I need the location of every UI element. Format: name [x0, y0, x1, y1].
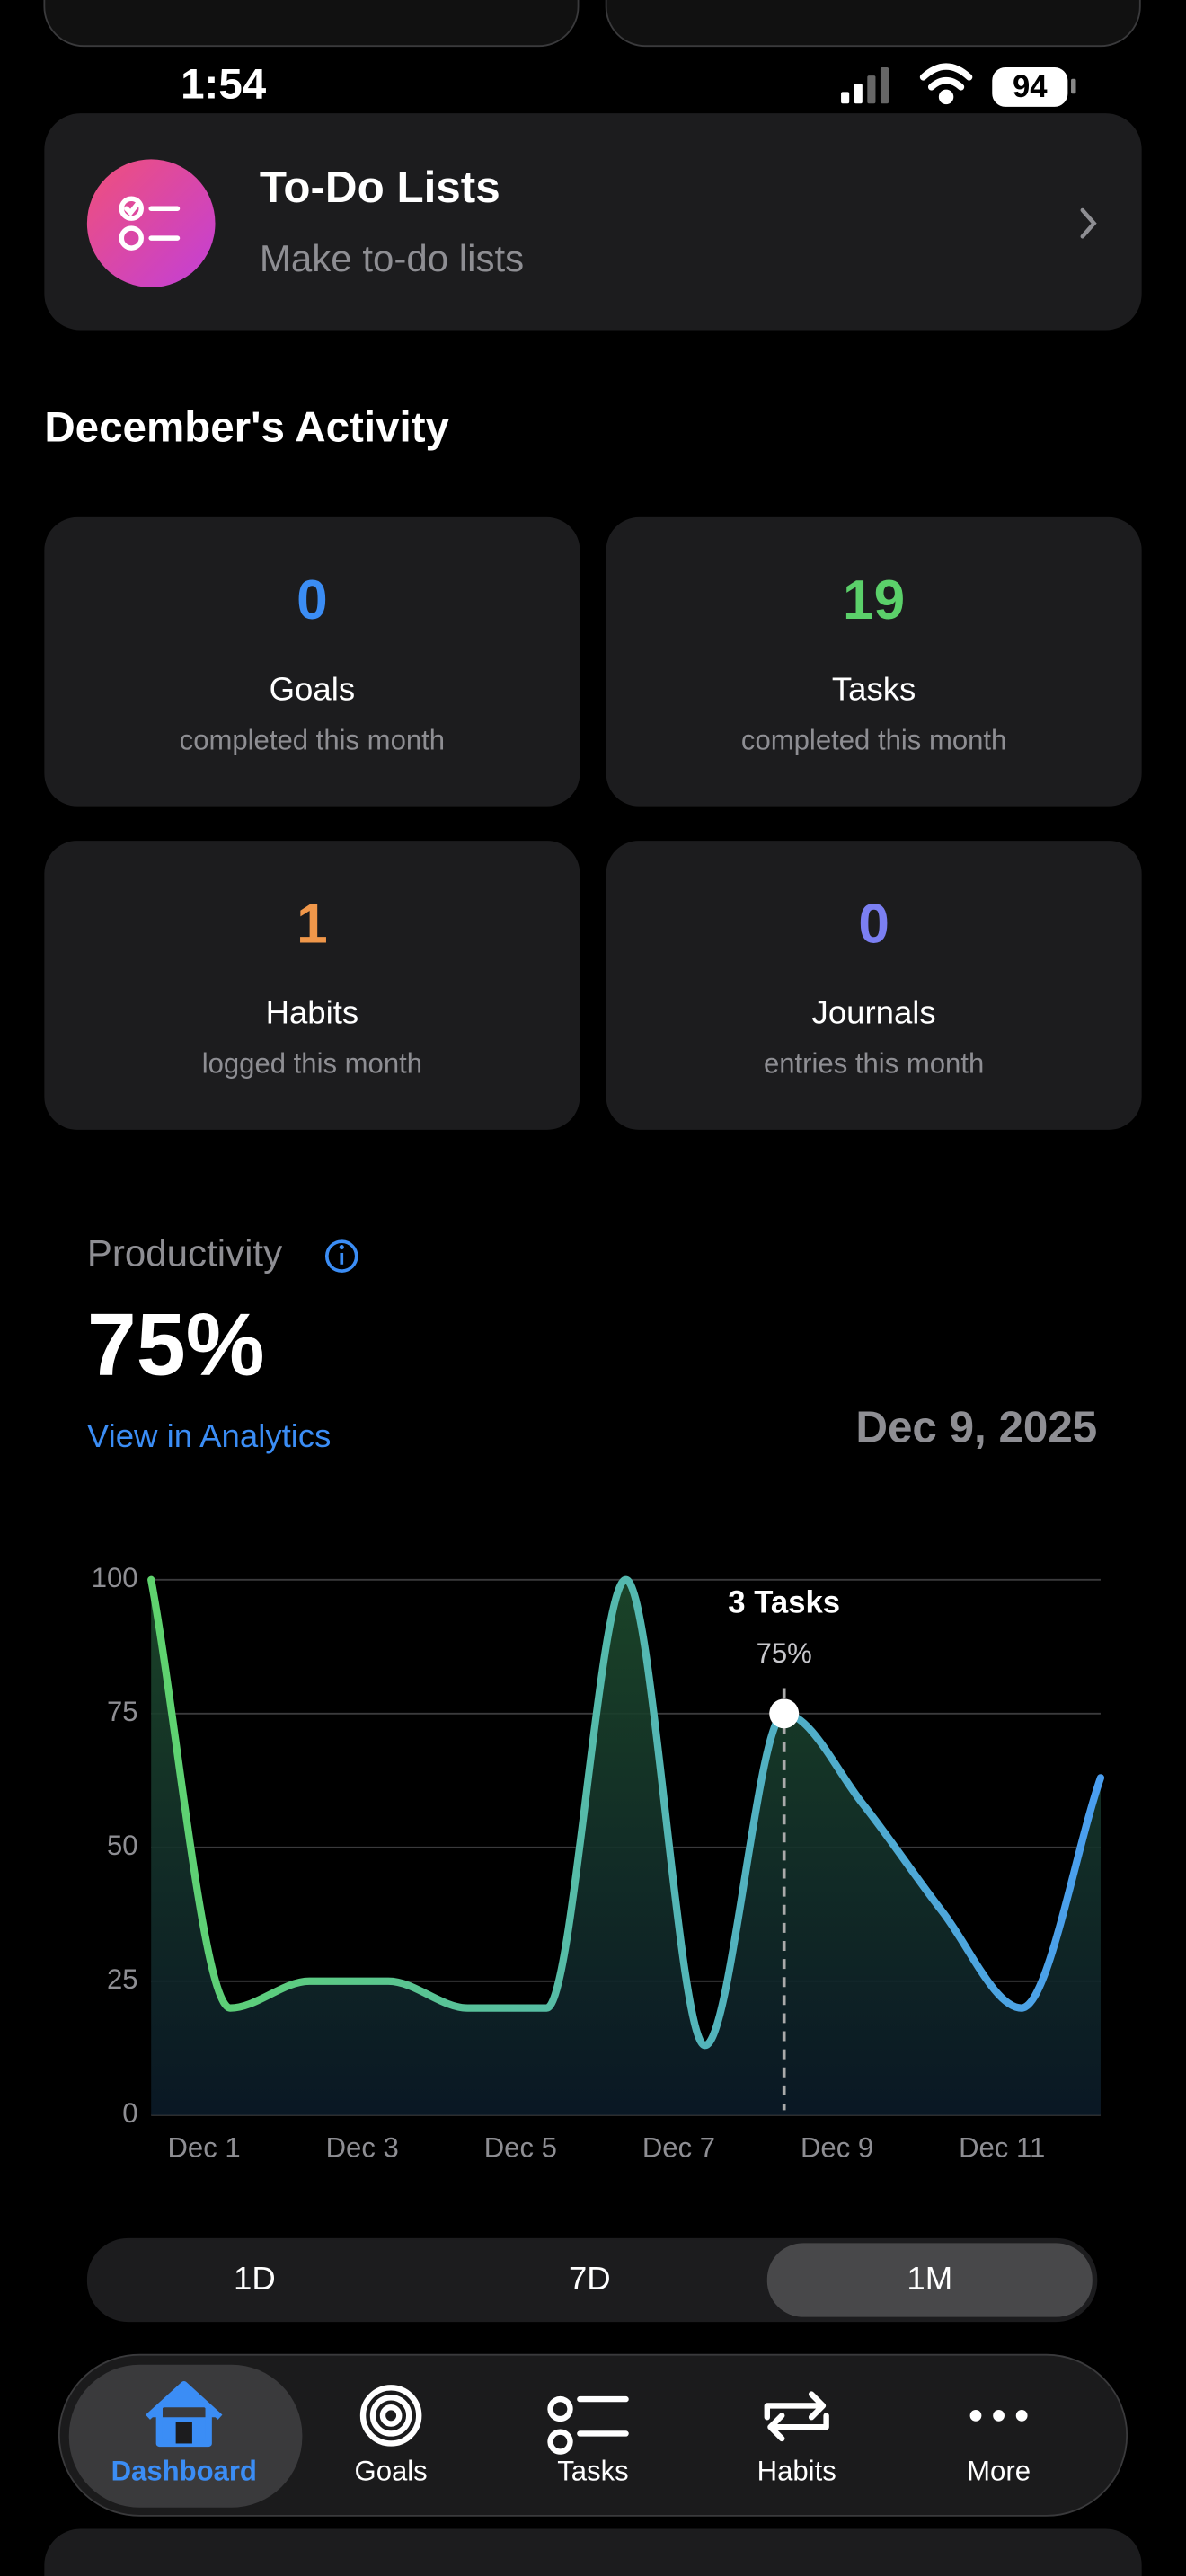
tab-item[interactable]: Goals: [355, 2385, 428, 2487]
card-label: Tasks: [832, 670, 916, 707]
x-tick-label: Dec 9: [801, 2131, 873, 2163]
tab-label: Tasks: [557, 2456, 628, 2487]
icon-repeat: [764, 2391, 829, 2442]
range-option[interactable]: 7D: [569, 2260, 611, 2297]
battery-level: 94: [1013, 70, 1048, 104]
productivity-value: 75%: [87, 1295, 265, 1394]
y-tick-label: 100: [92, 1562, 138, 1593]
y-tick-label: 50: [107, 1830, 138, 1861]
card-sublabel: completed this month: [180, 725, 445, 756]
x-tick-label: Dec 11: [959, 2131, 1045, 2163]
range-option[interactable]: 1M: [907, 2260, 952, 2297]
range-option[interactable]: 1D: [234, 2260, 276, 2297]
card-label: Habits: [266, 994, 359, 1031]
tab-label: Dashboard: [111, 2456, 257, 2487]
status-time: 1:54: [181, 60, 267, 108]
todo-card[interactable]: To-Do Lists Make to-do lists: [44, 113, 1142, 331]
card-label: Goals: [270, 670, 355, 707]
icon-dot: [993, 2409, 1005, 2422]
activity-card[interactable]: 1 Habits logged this month: [44, 841, 580, 1130]
card-edge: [43, 0, 580, 48]
analytics-link[interactable]: View in Analytics: [87, 1417, 332, 1454]
x-tick-label: Dec 7: [642, 2131, 715, 2163]
tab-items: Dashboard Goals Tasks Habits More: [68, 2364, 1031, 2508]
productivity-title: Productivity: [87, 1232, 282, 1275]
battery: [992, 66, 1068, 107]
icon-target: [379, 2404, 403, 2427]
activity-card[interactable]: 0 Journals entries this month: [606, 841, 1142, 1130]
tab-label: Goals: [355, 2456, 428, 2487]
x-tick-label: Dec 3: [326, 2131, 399, 2163]
tab-item[interactable]: Tasks: [547, 2395, 629, 2487]
chevron: [1080, 207, 1097, 239]
card-bg: [606, 516, 1142, 807]
card-sublabel: completed this month: [741, 725, 1006, 756]
card-value: 0: [296, 569, 328, 631]
line: [147, 1575, 1105, 2050]
icon-target: [359, 2385, 422, 2447]
highlight-point: [769, 1698, 800, 1729]
todo-title: To-Do Lists: [260, 163, 500, 212]
y-tick-label: 75: [107, 1696, 138, 1727]
tab-label: Habits: [757, 2456, 836, 2487]
tab-item[interactable]: More: [967, 2409, 1031, 2487]
y-tick-label: 0: [122, 2097, 137, 2129]
card-sublabel: logged this month: [202, 1048, 422, 1080]
todo-glyph: [119, 196, 181, 251]
activity-card[interactable]: 19 Tasks completed this month: [606, 516, 1142, 807]
todo-subtitle: Make to-do lists: [260, 237, 524, 279]
icon-dot: [1015, 2409, 1028, 2422]
wifi-icon: [919, 63, 973, 105]
card-bg: [44, 841, 580, 1130]
x-tick-label: Dec 1: [167, 2131, 240, 2163]
card-edge: [605, 0, 1141, 48]
tab-item[interactable]: Dashboard: [68, 2364, 303, 2508]
card-bg: [606, 841, 1142, 1130]
activity-cards: 0 Goals completed this month 19 Tasks complet…: [44, 516, 1142, 1130]
tab-item[interactable]: Habits: [757, 2391, 836, 2487]
y-tick-label: 25: [107, 1963, 138, 1995]
todo-icon: [86, 159, 216, 287]
battery-tip: [1071, 78, 1076, 94]
card-sublabel: entries this month: [764, 1048, 984, 1080]
signal-icon: [841, 66, 890, 104]
tooltip-value: 75%: [757, 1637, 812, 1669]
tooltip-title: 3 Tasks: [728, 1585, 840, 1619]
card-value: 0: [858, 893, 890, 955]
icon-dot: [969, 2409, 982, 2422]
activity-card[interactable]: 0 Goals completed this month: [44, 516, 580, 807]
x-tick-label: Dec 5: [484, 2131, 557, 2163]
icon-door: [175, 2422, 192, 2444]
card-label: Journals: [812, 994, 936, 1031]
icon-target: [369, 2395, 412, 2437]
selected-date: Dec 9, 2025: [855, 1402, 1097, 1451]
card-bg: [44, 516, 580, 807]
card-edge: [44, 2528, 1142, 2576]
tab-label: More: [967, 2456, 1031, 2487]
range-selected: [766, 2243, 1093, 2317]
section-title: December's Activity: [44, 404, 449, 452]
icon-list: [547, 2395, 629, 2455]
range-tabs: 1D 7D 1M: [234, 2243, 1093, 2317]
info-icon[interactable]: [324, 1239, 358, 1273]
todo-card-bg: [44, 113, 1142, 331]
card-value: 19: [843, 569, 905, 631]
chart: 0 25 50 75 100 Dec 1 Dec 3 Dec 5 Dec 7 Dec 9 Dec 1…: [92, 1562, 1105, 2163]
card-value: 1: [296, 893, 328, 955]
